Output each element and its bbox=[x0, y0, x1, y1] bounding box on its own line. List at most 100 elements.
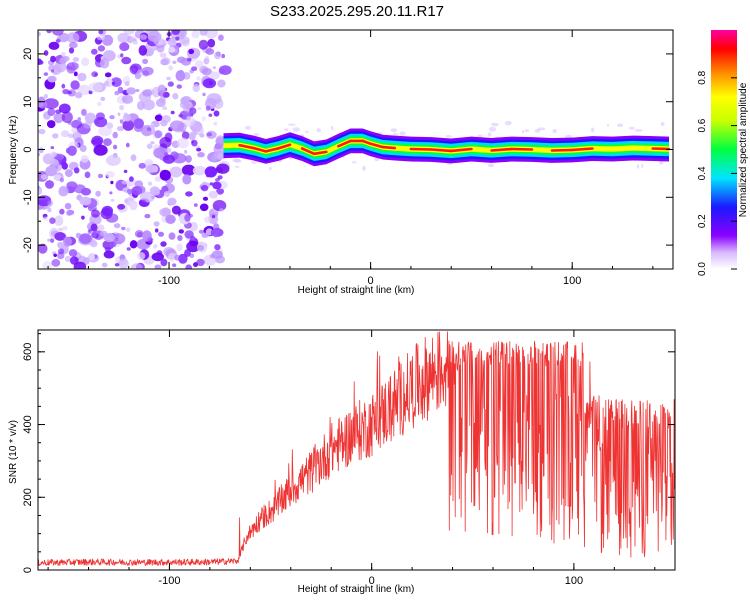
noise-speck bbox=[90, 223, 98, 232]
noise-speck bbox=[100, 96, 106, 102]
noise-speck bbox=[50, 238, 55, 243]
noise-speck bbox=[88, 228, 92, 233]
noise-speck bbox=[47, 200, 54, 206]
noise-speck bbox=[114, 90, 120, 96]
noise-speck bbox=[144, 159, 154, 166]
noise-speck bbox=[141, 66, 154, 76]
faint-speck bbox=[487, 132, 492, 137]
noise-speck bbox=[64, 202, 72, 210]
noise-speck bbox=[117, 112, 121, 116]
noise-speck bbox=[55, 109, 62, 114]
noise-speck bbox=[38, 147, 44, 154]
noise-speck bbox=[153, 147, 168, 159]
ridge-core bbox=[238, 143, 255, 150]
noise-speck bbox=[130, 65, 139, 73]
noise-speck bbox=[212, 181, 222, 190]
ridge-band-4 bbox=[223, 138, 669, 157]
noise-speck bbox=[126, 247, 131, 251]
noise-speck bbox=[204, 30, 218, 39]
noise-speck bbox=[191, 66, 198, 71]
noise-speck bbox=[167, 197, 177, 206]
noise-speck bbox=[52, 133, 59, 139]
noise-speck bbox=[192, 165, 207, 176]
noise-speck bbox=[72, 57, 79, 62]
faint-speck bbox=[288, 123, 296, 126]
noise-speck bbox=[46, 30, 52, 34]
noise-speck bbox=[208, 190, 219, 199]
noise-speck bbox=[174, 254, 181, 261]
noise-speck bbox=[169, 120, 185, 132]
noise-speck bbox=[160, 241, 167, 247]
noise-speck bbox=[46, 120, 56, 129]
noise-speck bbox=[91, 71, 98, 78]
colorbar-gradient bbox=[711, 30, 737, 269]
noise-speck bbox=[80, 155, 89, 163]
noise-speck bbox=[93, 144, 108, 156]
noise-speck bbox=[47, 107, 56, 117]
ridge-core bbox=[570, 147, 594, 152]
noise-speck bbox=[199, 30, 208, 36]
noise-speck bbox=[176, 56, 186, 64]
noise-speck bbox=[99, 58, 110, 69]
noise-speck bbox=[168, 252, 177, 262]
noise-speck bbox=[123, 30, 135, 35]
noise-speck bbox=[110, 180, 114, 185]
noise-speck bbox=[181, 131, 190, 140]
noise-speck bbox=[147, 31, 162, 42]
noise-speck bbox=[61, 52, 66, 57]
noise-speck bbox=[59, 177, 64, 183]
ridge-core bbox=[337, 139, 352, 148]
noise-speck bbox=[117, 86, 124, 94]
faint-speck bbox=[488, 126, 497, 132]
noise-speck bbox=[164, 40, 169, 44]
noise-speck bbox=[117, 32, 130, 44]
noise-speck bbox=[216, 187, 225, 195]
noise-speck bbox=[104, 80, 109, 87]
noise-speck bbox=[123, 169, 128, 173]
y-tick-label: 0 bbox=[22, 567, 34, 573]
noise-speck bbox=[105, 171, 115, 178]
noise-speck bbox=[61, 83, 66, 89]
noise-speck bbox=[197, 244, 205, 251]
noise-speck bbox=[96, 34, 106, 41]
snr-y-axis-label: SNR (10 * v/v) bbox=[8, 420, 19, 484]
noise-speck bbox=[97, 173, 104, 179]
noise-speck bbox=[64, 255, 71, 263]
noise-speck bbox=[59, 57, 67, 65]
noise-speck bbox=[49, 217, 56, 224]
noise-speck bbox=[201, 232, 209, 238]
noise-speck bbox=[148, 181, 152, 186]
faint-speck bbox=[521, 130, 525, 134]
noise-speck bbox=[126, 87, 136, 95]
noise-speck bbox=[101, 262, 108, 268]
ridge-core bbox=[429, 148, 453, 153]
y-tick-label: 200 bbox=[22, 488, 34, 506]
noise-speck bbox=[129, 240, 138, 249]
noise-speck bbox=[162, 154, 175, 164]
noise-speck bbox=[42, 261, 52, 269]
ridge-band-3 bbox=[223, 136, 669, 159]
noise-speck bbox=[94, 117, 108, 128]
noise-speck bbox=[204, 166, 218, 178]
noise-speck bbox=[207, 38, 216, 48]
noise-speck bbox=[124, 198, 129, 204]
noise-speck bbox=[137, 252, 146, 260]
noise-speck bbox=[119, 104, 125, 111]
noise-speck bbox=[159, 52, 167, 58]
noise-speck bbox=[195, 125, 204, 136]
snr-content bbox=[38, 331, 675, 566]
noise-speck bbox=[113, 223, 121, 229]
noise-speck bbox=[133, 118, 144, 129]
noise-speck bbox=[221, 53, 225, 59]
noise-speck bbox=[189, 107, 197, 115]
noise-speck bbox=[194, 60, 204, 68]
y-tick-label: 10 bbox=[22, 96, 34, 108]
noise-speck bbox=[185, 191, 193, 197]
noise-speck bbox=[120, 53, 124, 58]
noise-speck bbox=[196, 147, 202, 152]
noise-speck bbox=[91, 231, 97, 238]
noise-speck bbox=[79, 144, 87, 152]
noise-speck bbox=[38, 152, 41, 157]
noise-speck bbox=[181, 164, 196, 176]
